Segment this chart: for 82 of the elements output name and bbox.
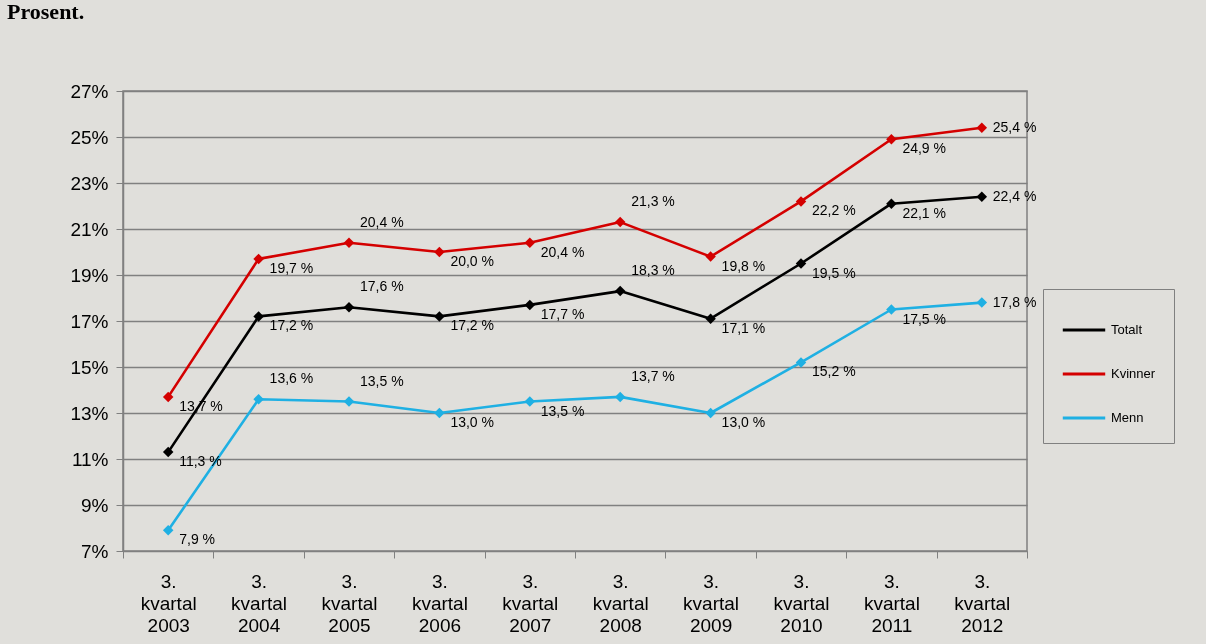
data-label: 7,9 % [179,531,216,548]
x-tick-label: 3. kvartal 2011 [863,570,920,636]
y-tick-label: 17% [70,310,109,332]
data-label: 20,0 % [450,253,494,269]
point [886,304,897,315]
x-tick-label: 3. kvartal 2009 [683,570,740,636]
point [795,196,807,207]
data-label: 17,2 % [269,317,314,334]
x-tick-label: 3. kvartal 2008 [592,570,649,636]
point [976,297,988,308]
point [886,134,897,145]
point [976,191,988,203]
point [343,301,355,313]
data-label: 13,5 % [360,372,404,389]
point [705,407,716,419]
legend-label: Menn [1111,410,1144,425]
data-label: 13,0 % [721,414,766,430]
y-tick-label: 21% [70,218,109,240]
data-label: 21,3 % [631,193,675,210]
data-label: 20,4 % [360,213,404,230]
data-label: 22,1 % [902,204,946,221]
data-label: 17,7 % [540,305,585,322]
point [162,525,174,536]
data-label: 17,8 % [992,293,1037,310]
y-tick-label: 7% [81,540,109,562]
data-label: 22,4 % [992,187,1037,204]
point [434,246,445,258]
data-label: 19,5 % [812,264,856,281]
data-label: 20,4 % [540,243,585,260]
y-tick-label: 23% [70,172,109,194]
point [253,311,264,322]
point [614,285,626,297]
data-label: 25,4 % [992,118,1037,135]
data-label: 22,2 % [812,202,856,219]
data-label: 19,7 % [269,259,314,276]
data-label: 13,7 % [631,367,675,384]
legend-label: Kvinner [1111,366,1156,381]
point [976,122,988,134]
data-label: 17,2 % [450,317,494,334]
x-tick-label: 3. kvartal 2003 [140,570,197,636]
data-label: 15,2 % [812,363,856,380]
y-tick-label: 19% [70,264,109,286]
data-label: 19,8 % [721,257,766,274]
x-tick-label: 3. kvartal 2012 [954,570,1011,636]
point [524,396,536,407]
point [886,198,897,209]
point [253,393,264,405]
point [705,313,716,324]
point [795,258,807,269]
point [524,237,536,249]
chart-title: Prosent. [7,0,85,24]
x-tick-label: 3. kvartal 2005 [321,570,378,636]
x-tick-label: 3. kvartal 2004 [231,570,288,636]
point [434,311,445,322]
data-label: 13,5 % [540,402,585,419]
point [343,396,355,407]
point [253,253,264,265]
point [614,216,626,228]
x-tick-label: 3. kvartal 2006 [411,570,468,636]
data-label: 17,6 % [360,278,404,295]
point [524,299,536,311]
x-tick-label: 3. kvartal 2007 [502,570,559,636]
x-tick-label: 3. kvartal 2010 [773,570,830,636]
point [795,357,807,368]
data-label: 24,9 % [902,140,946,157]
y-tick-label: 11% [71,448,109,470]
data-label: 17,1 % [721,319,766,336]
y-tick-label: 15% [70,356,109,378]
point [343,237,355,249]
y-tick-label: 25% [70,126,109,148]
y-tick-label: 27% [70,80,109,102]
point [705,251,716,262]
y-tick-label: 13% [70,402,109,424]
data-label: 18,3 % [631,262,675,279]
data-label: 13,0 % [450,414,494,430]
data-label: 17,5 % [902,310,946,327]
point [162,446,174,458]
y-tick-label: 9% [81,494,109,516]
point [162,391,174,403]
point [434,407,445,419]
legend-label: Totalt [1111,322,1143,337]
data-label: 13,6 % [269,370,314,387]
